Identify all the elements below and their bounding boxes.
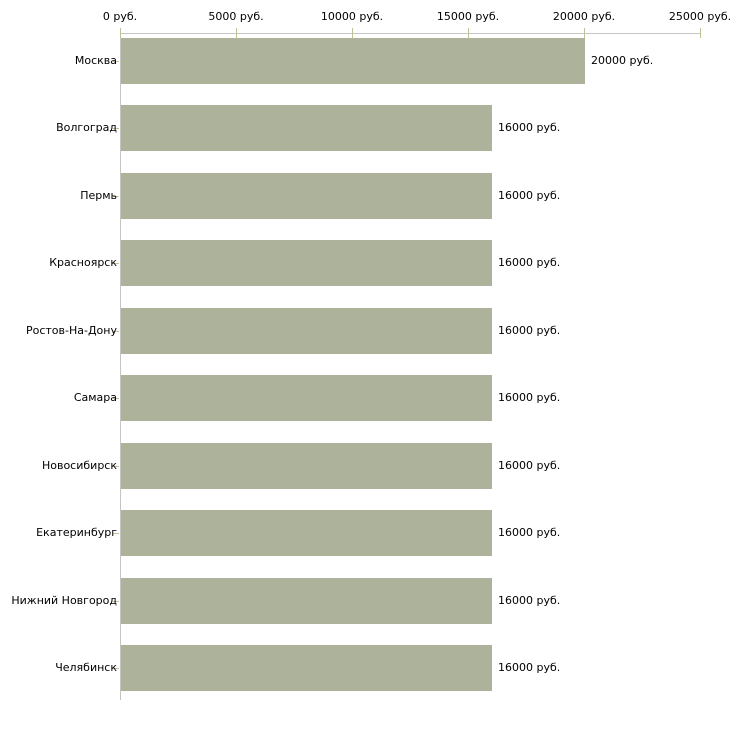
category-label: Новосибирск (41, 459, 117, 472)
bar (121, 510, 492, 556)
y-axis-tick-mark (113, 601, 119, 602)
y-axis-tick-mark (113, 196, 119, 197)
category-label: Красноярск (49, 256, 117, 269)
y-axis-tick-mark (113, 263, 119, 264)
bar (121, 105, 492, 151)
value-label: 16000 руб. (498, 594, 561, 607)
value-label: 16000 руб. (498, 121, 561, 134)
y-axis-line (120, 33, 121, 700)
y-axis-tick-mark (113, 398, 119, 399)
category-label: Нижний Новгород (11, 594, 117, 607)
x-axis-tick-label: 25000 руб. (668, 10, 730, 23)
category-label: Пермь (80, 189, 117, 202)
y-axis-tick-mark (113, 668, 119, 669)
x-axis-tick-mark (236, 28, 237, 38)
x-axis-tick-mark (468, 28, 469, 38)
y-axis-tick-mark (113, 466, 119, 467)
x-axis-tick-mark (700, 28, 701, 38)
y-axis-tick-mark (113, 331, 119, 332)
x-axis-tick-label: 10000 руб. (320, 10, 384, 23)
category-label: Волгоград (56, 121, 117, 134)
x-axis-tick-label: 15000 руб. (436, 10, 500, 23)
bar (121, 375, 492, 421)
x-axis-tick-label: 20000 руб. (552, 10, 616, 23)
y-axis-tick-mark (113, 61, 119, 62)
value-label: 16000 руб. (498, 459, 561, 472)
x-axis-line (120, 33, 701, 34)
x-axis-tick-label: 5000 руб. (208, 10, 264, 23)
category-label: Ростов-На-Дону (25, 324, 117, 337)
category-label: Москва (74, 54, 117, 67)
y-axis-tick-mark (113, 533, 119, 534)
value-label: 16000 руб. (498, 256, 561, 269)
bar (121, 308, 492, 354)
x-axis-tick-label: 0 руб. (102, 10, 138, 23)
category-label: Екатеринбург (36, 526, 117, 539)
value-label: 16000 руб. (498, 661, 561, 674)
value-label: 16000 руб. (498, 324, 561, 337)
category-label: Самара (73, 391, 117, 404)
x-axis-tick-mark (352, 28, 353, 38)
bar (121, 578, 492, 624)
bar (121, 173, 492, 219)
x-axis-tick-mark (120, 28, 121, 38)
bar (121, 38, 585, 84)
bar (121, 240, 492, 286)
value-label: 16000 руб. (498, 526, 561, 539)
y-axis-tick-mark (113, 128, 119, 129)
x-axis-tick-mark (584, 28, 585, 38)
bar (121, 443, 492, 489)
value-label: 16000 руб. (498, 189, 561, 202)
value-label: 20000 руб. (591, 54, 654, 67)
value-label: 16000 руб. (498, 391, 561, 404)
category-label: Челябинск (55, 661, 117, 674)
bar (121, 645, 492, 691)
